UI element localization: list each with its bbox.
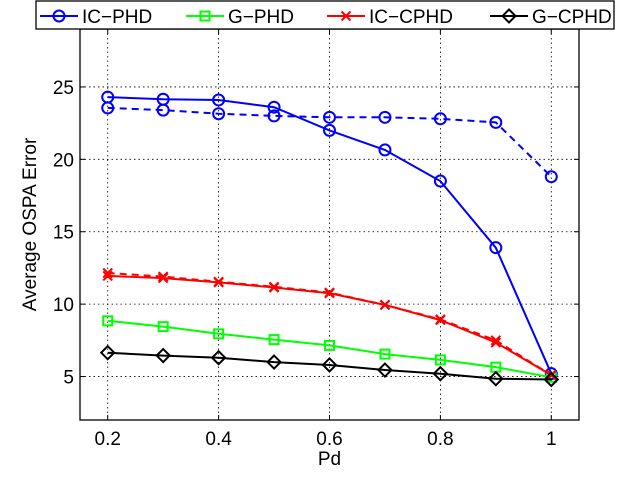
data-point — [157, 271, 169, 282]
legend-label: G−PHD — [228, 7, 294, 28]
series-4 — [102, 267, 557, 381]
data-point — [546, 369, 557, 381]
data-point — [489, 115, 503, 129]
data-point — [210, 349, 227, 366]
series-line — [107, 96, 553, 375]
data-point — [490, 337, 502, 348]
series-line — [107, 319, 552, 379]
legend-marker — [340, 10, 352, 22]
data-point — [435, 314, 446, 325]
data-point — [432, 365, 449, 382]
legend-label: IC−PHD — [82, 7, 152, 28]
x-tick-label: 1 — [546, 429, 557, 450]
series-line — [107, 106, 552, 178]
data-point — [213, 276, 224, 287]
data-point — [102, 267, 113, 279]
data-point — [379, 348, 391, 360]
y-tick-label: 25 — [53, 78, 74, 99]
data-point — [487, 370, 504, 387]
data-point — [434, 354, 446, 366]
legend-marker — [199, 10, 211, 22]
data-point — [156, 103, 170, 117]
data-point — [378, 110, 392, 124]
data-point — [157, 272, 169, 284]
legend-marker — [501, 8, 517, 24]
data-point — [324, 339, 335, 351]
legend-item: IC−CPHD — [327, 7, 453, 28]
data-point — [268, 281, 280, 292]
data-point — [157, 321, 169, 333]
data-point — [268, 334, 280, 346]
data-point — [267, 109, 281, 123]
data-point — [267, 100, 281, 114]
legend-item: G−PHD — [186, 7, 294, 28]
data-point — [101, 101, 115, 115]
series-line — [107, 351, 552, 381]
data-point — [321, 357, 338, 373]
data-point — [324, 287, 335, 298]
series-group — [99, 90, 560, 388]
y-tick-label: 20 — [53, 150, 74, 171]
data-point — [323, 110, 336, 124]
data-point — [155, 347, 172, 364]
data-point — [212, 93, 226, 107]
data-point — [489, 241, 503, 255]
x-axis-label: Pd — [318, 449, 341, 470]
x-tick-label: 0.2 — [95, 429, 121, 450]
legend-label: G−CPHD — [532, 7, 612, 28]
data-point — [433, 112, 447, 126]
data-point — [544, 170, 558, 184]
series-0 — [101, 90, 558, 381]
x-tick-label: 0.8 — [427, 429, 453, 450]
data-point — [102, 315, 114, 327]
data-point — [378, 143, 392, 157]
legend-item: G−CPHD — [490, 7, 612, 28]
x-tick-label: 0.6 — [316, 429, 342, 450]
data-point — [266, 354, 282, 370]
legend-label: IC−CPHD — [369, 7, 453, 28]
data-point — [213, 328, 225, 340]
data-point — [543, 371, 560, 388]
legend-marker — [52, 9, 66, 23]
data-point — [433, 174, 447, 188]
data-point — [377, 362, 393, 378]
data-point — [379, 299, 391, 311]
series-1 — [101, 101, 558, 184]
data-point — [323, 123, 336, 137]
legend-item: IC−PHD — [40, 7, 152, 28]
y-tick-label: 5 — [63, 368, 74, 389]
x-tick-label: 0.4 — [205, 429, 232, 450]
legend: IC−PHD G−PHD IC−CPHD G−CPHD — [35, 0, 615, 30]
grid — [80, 29, 579, 420]
series-5 — [99, 344, 560, 388]
y-axis-label: Average OSPA Error — [20, 137, 41, 311]
y-tick-label: 15 — [53, 223, 74, 244]
data-point — [99, 344, 116, 361]
data-point — [490, 335, 502, 346]
y-tick-label: 10 — [53, 295, 74, 316]
data-point — [212, 107, 226, 121]
